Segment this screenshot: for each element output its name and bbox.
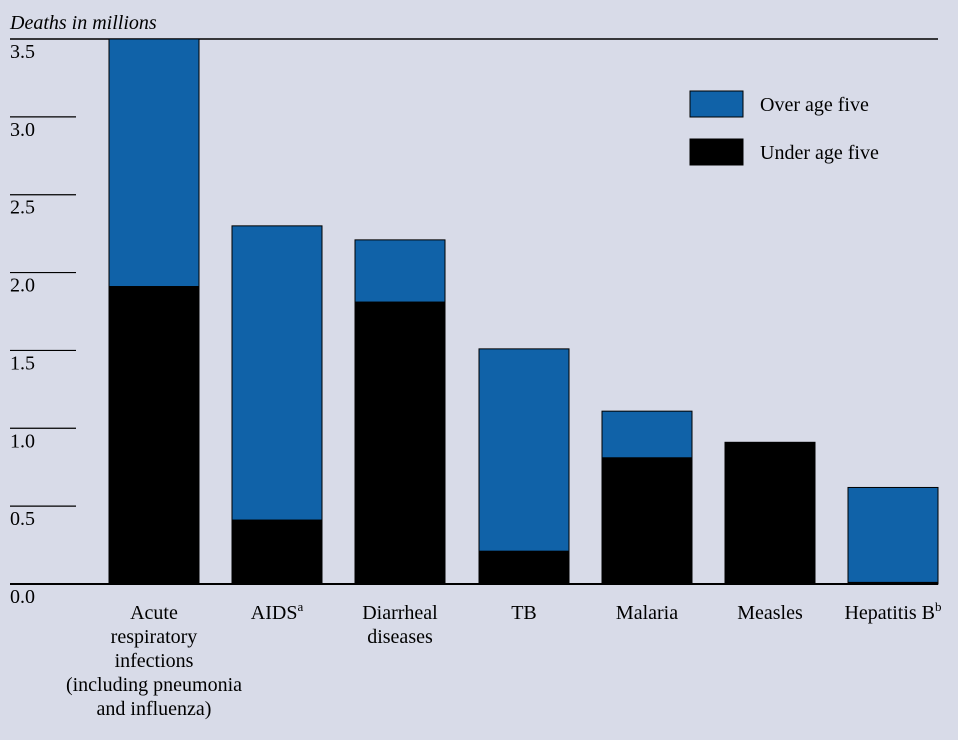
category-label: Hepatitis Bb xyxy=(844,599,941,624)
bar-over-age-five xyxy=(108,38,200,288)
bar-over-age-five xyxy=(601,410,693,459)
legend-swatch xyxy=(689,90,744,118)
legend-swatch xyxy=(689,138,744,166)
category-label: Measles xyxy=(737,602,803,624)
bar-over-age-five xyxy=(847,486,939,583)
bar-under-age-five xyxy=(478,550,570,585)
bar-under-age-five xyxy=(108,286,200,585)
category-label: Diarrheal diseases xyxy=(362,602,438,648)
bar-under-age-five xyxy=(354,301,446,585)
legend: Over age five Under age five xyxy=(689,90,879,166)
legend-label: Under age five xyxy=(760,142,879,164)
y-tick-label: 3.5 xyxy=(10,41,35,63)
bar-over-age-five xyxy=(354,239,446,303)
y-tick-label: 1.5 xyxy=(10,352,35,374)
bar-over-age-five xyxy=(478,348,570,552)
bar-under-age-five xyxy=(601,457,693,585)
bar-under-age-five xyxy=(231,519,323,585)
category-label: Acute respiratory infections (including pne… xyxy=(66,602,242,720)
category-label: Malaria xyxy=(616,602,678,624)
y-tick-label: 0.0 xyxy=(10,586,35,608)
bars xyxy=(108,38,939,585)
bar-over-age-five xyxy=(231,225,323,521)
y-tick-label: 2.0 xyxy=(10,275,35,297)
category-label: AIDSa xyxy=(251,599,304,624)
y-tick-label: 0.5 xyxy=(10,508,35,530)
legend-label: Over age five xyxy=(760,94,869,116)
y-tick-label: 3.0 xyxy=(10,119,35,141)
bar-under-age-five xyxy=(724,441,816,585)
category-label: TB xyxy=(511,602,537,624)
y-tick-label: 1.0 xyxy=(10,430,35,452)
y-axis-ticks: 0.0 0.5 1.0 1.5 2.0 2.5 3.0 3.5 xyxy=(10,41,76,608)
y-tick-label: 2.5 xyxy=(10,197,35,219)
category-labels: Acute respiratory infections (including pne… xyxy=(66,599,942,720)
y-axis-label: Deaths in millions xyxy=(9,12,157,34)
